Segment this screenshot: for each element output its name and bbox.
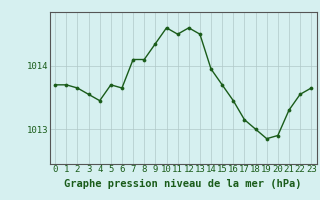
X-axis label: Graphe pression niveau de la mer (hPa): Graphe pression niveau de la mer (hPa)	[64, 179, 302, 189]
